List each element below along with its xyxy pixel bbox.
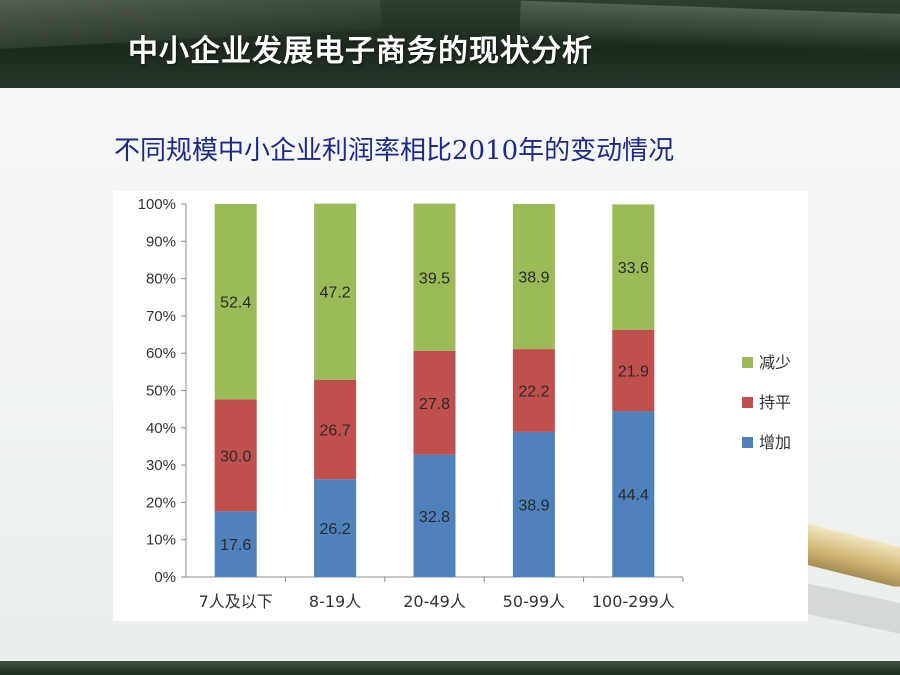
y-tick-label: 100% — [138, 196, 176, 213]
page-title: 中小企业发展电子商务的现状分析 — [128, 34, 593, 69]
y-tick-label: 60% — [146, 345, 176, 362]
y-tick-label: 30% — [146, 457, 176, 474]
data-label: 52.4 — [220, 295, 251, 312]
data-label: 26.2 — [320, 521, 351, 538]
y-tick-label: 40% — [146, 420, 176, 437]
bar-segment — [612, 329, 655, 412]
bar-segment — [413, 350, 456, 455]
x-tick-label: 7人及以下 — [199, 592, 273, 611]
stacked-bar-chart: 0% 10% 20% 30% 40% 50% 60% 70% 80% 90% 100% 17.6 30.… — [138, 196, 791, 611]
bar-segment — [314, 203, 357, 380]
data-label: 33.6 — [618, 260, 649, 277]
y-tick-label: 10% — [146, 532, 176, 549]
bar-segment — [214, 399, 257, 512]
data-label: 38.9 — [518, 270, 549, 287]
legend-label: 减少 — [759, 353, 791, 372]
x-tick-label: 20-49人 — [403, 592, 466, 611]
data-label: 47.2 — [320, 285, 351, 302]
bar-segment — [612, 204, 655, 330]
bar-segment — [512, 431, 555, 577]
y-tick-label: 80% — [146, 271, 176, 288]
bar-segment — [512, 349, 555, 432]
data-label: 38.9 — [518, 497, 549, 514]
bar-segment — [214, 204, 257, 400]
data-label: 30.0 — [220, 448, 251, 465]
legend-label: 增加 — [759, 433, 791, 452]
bar-segment — [314, 479, 357, 577]
y-tick-label: 0% — [154, 569, 176, 586]
data-label: 39.5 — [419, 270, 450, 287]
footer-bar — [0, 661, 900, 675]
bar-segment — [314, 379, 357, 480]
header-banner: 中小企业发展电子商务的现状分析 — [0, 0, 900, 88]
legend-swatch — [742, 357, 753, 368]
data-label: 22.2 — [518, 384, 549, 401]
bar-segment — [413, 454, 456, 577]
y-tick-label: 20% — [146, 494, 176, 511]
data-label: 17.6 — [220, 537, 251, 554]
bar-segment — [612, 411, 655, 577]
data-label: 27.8 — [419, 396, 450, 413]
x-tick-label: 8-19人 — [309, 592, 361, 611]
legend-swatch — [742, 397, 753, 408]
y-tick-label: 70% — [146, 308, 176, 325]
data-label: 44.4 — [618, 487, 649, 504]
bar-segment — [512, 204, 555, 350]
bar-segment — [413, 203, 456, 351]
x-tick-label: 50-99人 — [503, 592, 566, 611]
bar-segment — [214, 511, 257, 577]
legend-swatch — [742, 437, 753, 448]
data-label: 32.8 — [419, 509, 450, 526]
y-tick-label: 90% — [146, 233, 176, 250]
chart-title: 不同规模中小企业利润率相比2010年的变动情况 — [114, 136, 675, 166]
data-label: 26.7 — [320, 422, 351, 439]
x-tick-label: 100-299人 — [592, 592, 675, 611]
chart-panel: 0% 10% 20% 30% 40% 50% 60% 70% 80% 90% 100% 17.6 30.… — [113, 191, 808, 621]
y-tick-label: 50% — [146, 383, 176, 400]
data-label: 21.9 — [618, 364, 649, 381]
legend-label: 持平 — [759, 393, 791, 412]
